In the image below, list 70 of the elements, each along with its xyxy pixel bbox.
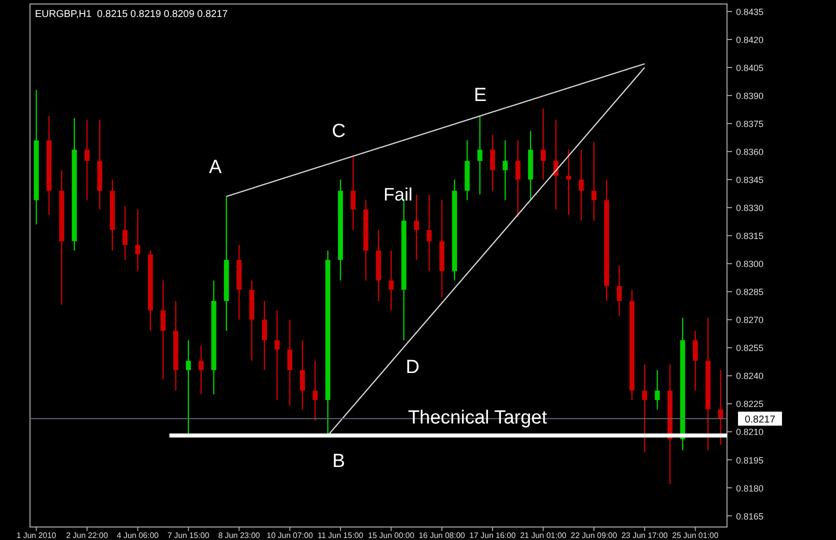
candlestick [274, 310, 280, 401]
candlestick [591, 142, 596, 222]
candlestick [300, 340, 305, 410]
y-tick-label: 0.8315 [736, 231, 764, 242]
text: EURGBP,H1 0.8215 0.8219 0.8209 0.8217 [35, 9, 228, 20]
y-tick-label: 0.8435 [736, 6, 764, 17]
candlestick [388, 250, 394, 311]
candlestick [578, 149, 584, 222]
ref-line-label: Thecnical Target [408, 407, 548, 428]
candlestick [312, 360, 318, 422]
y-tick-label: 0.8195 [736, 455, 764, 466]
y-tick-label: 0.8255 [736, 343, 764, 354]
candlestick [502, 140, 508, 201]
x-tick-label: 23 Jun 17:00 [621, 531, 668, 540]
candlestick [692, 330, 698, 392]
y-tick-label: 0.8180 [736, 483, 764, 494]
candlestick [160, 280, 166, 380]
y-tick-label: 0.8285 [736, 287, 764, 298]
candlestick [718, 370, 724, 446]
candlestick [616, 264, 622, 317]
candlestick [414, 194, 420, 260]
y-tick-label: 0.8225 [736, 399, 764, 410]
candlestick [350, 156, 356, 231]
x-tick-label: 7 Jun 15:00 [168, 531, 210, 540]
y-tick-label: 0.8345 [736, 175, 764, 186]
annotation: Fail [384, 184, 413, 205]
candlestick [426, 194, 432, 272]
candlestick [515, 140, 520, 218]
annotation: E [474, 85, 487, 106]
candlestick [122, 205, 128, 260]
x-tick-label: 15 Jun 00:00 [368, 531, 415, 540]
y-tick-label: 0.8360 [736, 147, 764, 158]
x-tick-label: 21 Jun 01:00 [520, 531, 567, 540]
x-tick-label: 16 Jun 08:00 [418, 531, 466, 540]
candlestick [566, 149, 572, 216]
ref-line-label: 0.8217 [744, 414, 776, 426]
annotation: C [332, 121, 346, 142]
y-tick-label: 0.8405 [736, 63, 764, 74]
y-tick-label: 0.8240 [736, 371, 764, 382]
x-tick-label: 17 Jun 16:00 [469, 531, 516, 540]
y-tick-label: 0.8375 [736, 119, 764, 130]
y-tick-label: 0.8165 [736, 511, 764, 522]
x-tick-label: 25 Jun 01:00 [672, 531, 719, 540]
y-tick-label: 0.8390 [736, 91, 764, 102]
x-tick-label: 1 Jun 2010 [16, 531, 57, 540]
y-tick-label: 0.8270 [736, 315, 764, 326]
x-tick-label: 4 Jun 06:00 [116, 531, 160, 540]
candlestick [262, 300, 267, 371]
x-tick-label: 8 Jun 23:00 [218, 531, 261, 540]
y-tick-label: 0.8330 [736, 203, 764, 214]
candlestick [84, 119, 90, 201]
candlestick [654, 370, 660, 410]
y-tick-label: 0.8420 [736, 34, 764, 45]
candlestick [287, 319, 292, 406]
annotation: A [209, 157, 222, 178]
annotation: D [406, 357, 420, 378]
y-tick-label: 0.8210 [736, 427, 764, 438]
candlestick [198, 345, 204, 395]
annotation: B [332, 451, 346, 472]
y-tick-label: 0.8300 [736, 259, 764, 270]
x-tick-label: 11 Jun 15:00 [318, 531, 364, 540]
x-tick-label: 22 Jun 09:00 [570, 531, 618, 540]
candlestick [642, 364, 648, 453]
candlestick [490, 134, 496, 192]
candlestick [540, 108, 546, 180]
candlestick [186, 340, 191, 436]
x-tick-label: 2 Jun 22:00 [66, 531, 108, 540]
x-tick-label: 10 Jun 07:00 [266, 531, 314, 540]
candlestick [135, 208, 140, 272]
candlestick [477, 115, 482, 196]
